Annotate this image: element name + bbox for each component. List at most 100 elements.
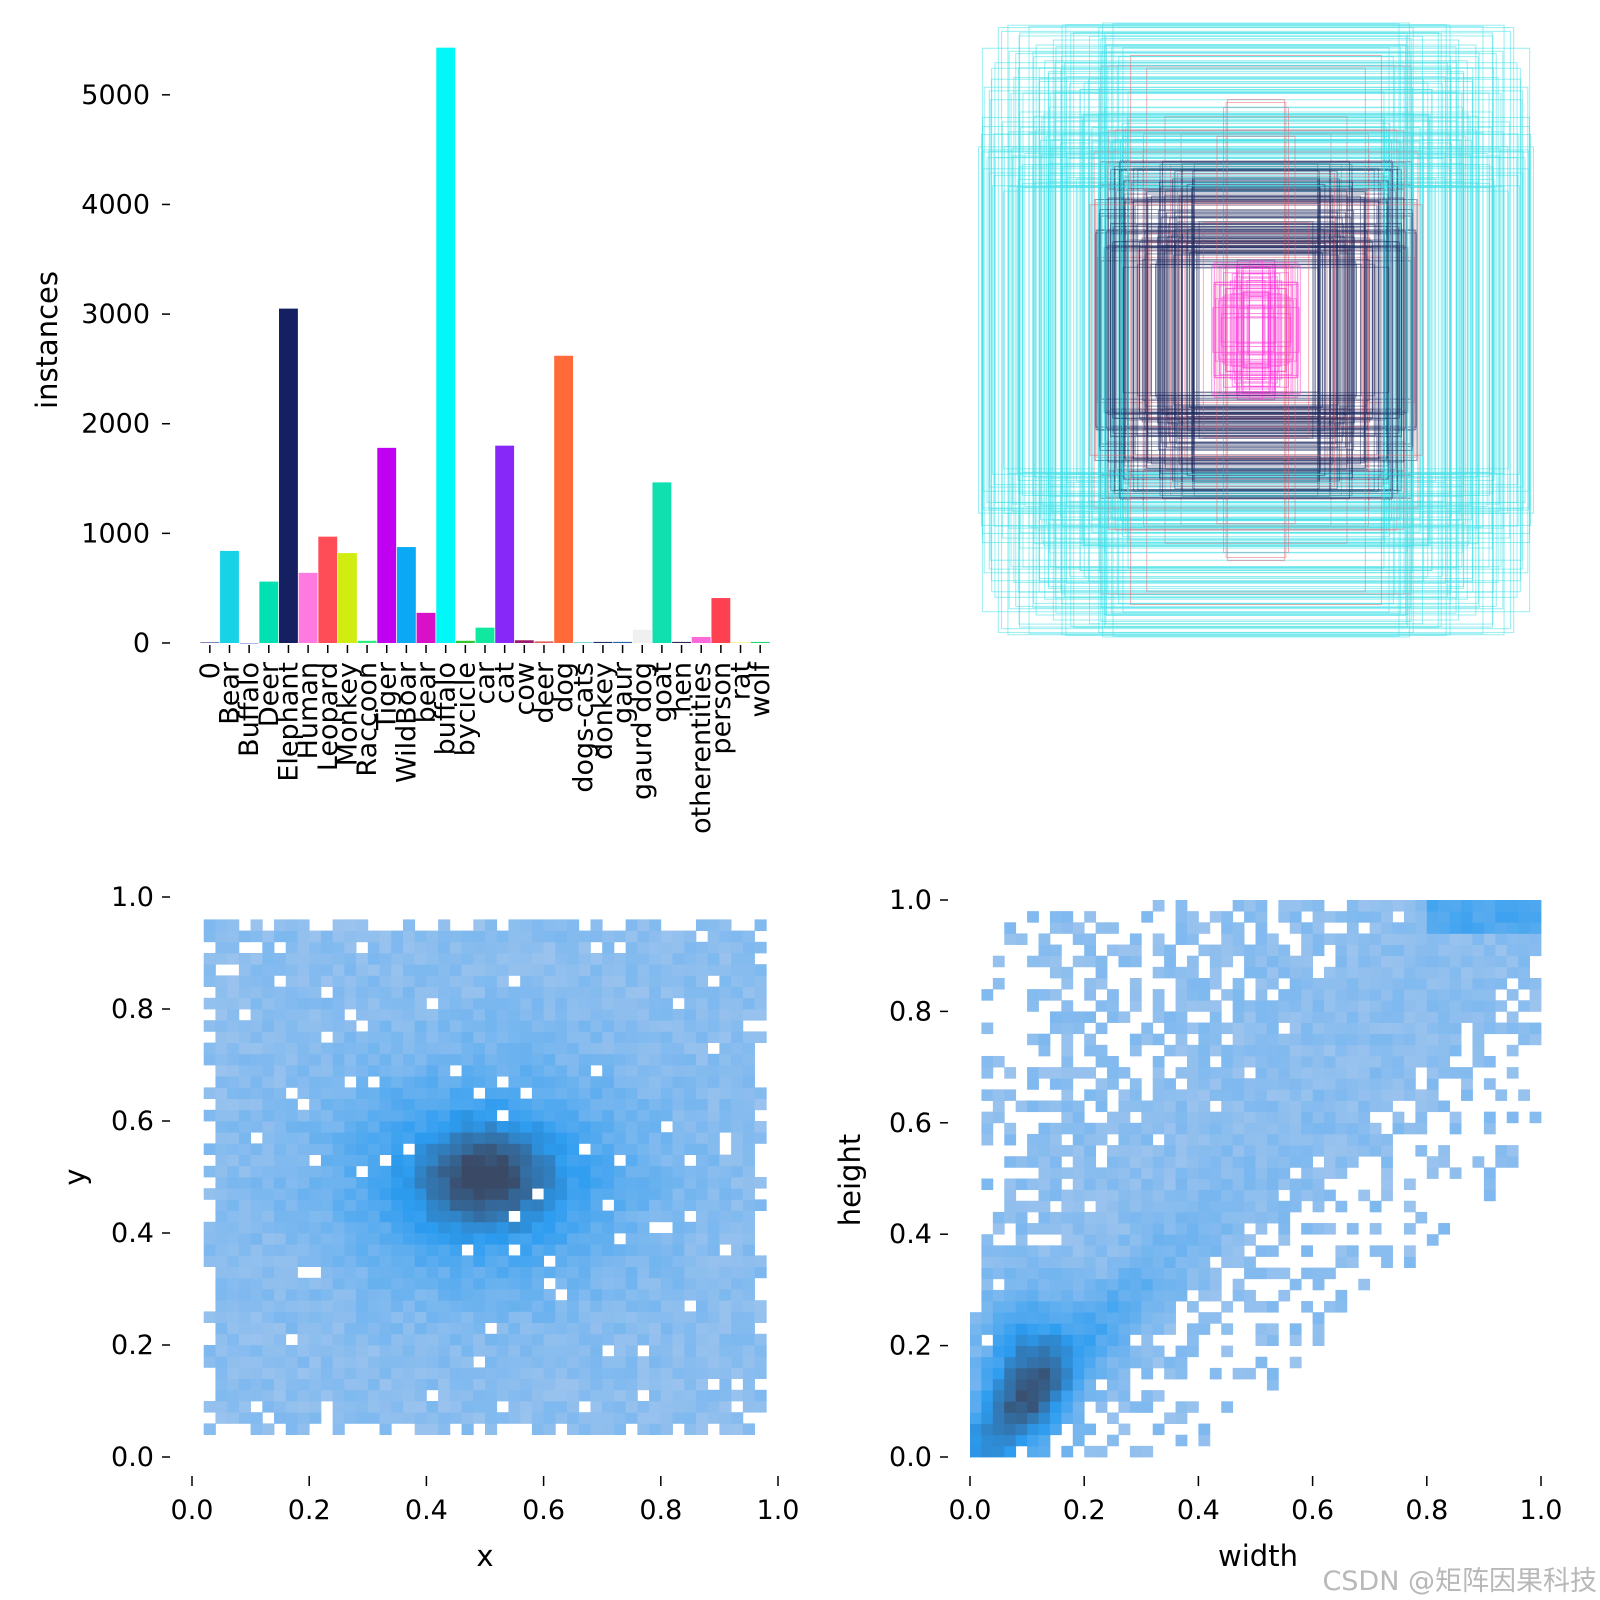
heatmap-cell: [438, 1378, 451, 1391]
heatmap-cell: [332, 1244, 345, 1256]
heatmap-cell: [1152, 1278, 1165, 1291]
heatmap-cell: [1369, 1223, 1382, 1235]
heatmap-cell: [625, 1210, 638, 1223]
heatmap-cell: [1403, 1000, 1416, 1012]
heatmap-cell: [649, 1109, 662, 1122]
heatmap-cell: [1152, 989, 1165, 1001]
heatmap-cell: [367, 1020, 380, 1032]
heatmap-cell: [1049, 1401, 1062, 1413]
heatmap-cell: [1209, 944, 1222, 957]
heatmap-cell: [1335, 1078, 1348, 1090]
bar-y-axis-label: instances: [30, 271, 64, 409]
heatmap-cell: [414, 1389, 427, 1402]
heatmap-cell: [1346, 989, 1359, 1001]
heatmap-cell: [1358, 966, 1371, 979]
heatmap-cell: [1392, 1033, 1405, 1046]
heatmap-cell: [1244, 1111, 1256, 1124]
bounding-box: [1094, 199, 1418, 461]
heatmap-cell: [1061, 1301, 1074, 1313]
heatmap-cell: [250, 1065, 263, 1077]
heatmap-cell: [1381, 1156, 1393, 1168]
heatmap-cell: [461, 1401, 474, 1413]
heatmap-cell: [731, 1423, 744, 1435]
heatmap-cell: [695, 1333, 709, 1346]
heatmap-cell: [625, 1221, 638, 1234]
bounding-box: [1221, 313, 1291, 347]
heatmap-cell: [1415, 1044, 1428, 1057]
heatmap-cell: [262, 1266, 275, 1279]
heatmap-cell: [555, 1255, 568, 1267]
heatmap-cell: [531, 1255, 544, 1267]
heatmap-cell: [227, 919, 240, 931]
heatmap-cell: [1324, 977, 1336, 990]
heatmap-cell: [461, 1154, 474, 1167]
heatmap-cell: [1107, 1156, 1119, 1168]
heatmap-cell: [367, 930, 380, 943]
y-tick-label: 1.0: [111, 882, 154, 913]
heatmap-cell: [367, 1065, 380, 1077]
bar: [455, 640, 475, 643]
heatmap-cell: [1381, 1044, 1393, 1057]
heatmap-cell: [613, 1289, 627, 1301]
heatmap-cell: [473, 997, 486, 1010]
heatmap-cell: [1312, 1323, 1325, 1335]
heatmap-cell: [356, 1389, 369, 1402]
heatmap-cell: [461, 1367, 474, 1379]
heatmap-cell: [1244, 1256, 1256, 1269]
bounding-box: [1011, 147, 1501, 513]
heatmap-cell: [285, 1311, 298, 1323]
heatmap-cell: [1381, 966, 1393, 979]
heatmap-cell: [227, 975, 240, 987]
heatmap-cell: [309, 1311, 322, 1323]
heatmap-cell: [1198, 1100, 1211, 1113]
heatmap-cell: [438, 1065, 451, 1077]
bounding-box: [1155, 261, 1357, 399]
heatmap-cell: [555, 1143, 568, 1155]
heatmap-cell: [567, 1121, 580, 1133]
heatmap-cell: [379, 1289, 392, 1301]
heatmap-cell: [1483, 900, 1496, 912]
heatmap-cell: [731, 1087, 744, 1099]
heatmap-cell: [672, 1255, 685, 1267]
heatmap-cell: [684, 1177, 697, 1189]
heatmap-cell: [1015, 1390, 1028, 1402]
heatmap-cell: [613, 1255, 627, 1267]
heatmap-cell: [1072, 1367, 1085, 1380]
heatmap-cell: [414, 997, 427, 1010]
heatmap-cell: [684, 1020, 697, 1032]
heatmap-cell: [695, 1009, 709, 1021]
heatmap-cell: [1027, 989, 1039, 1001]
heatmap-cell: [402, 1266, 416, 1279]
heatmap-cell: [1198, 977, 1211, 990]
heatmap-cell: [391, 1009, 404, 1021]
heatmap-cell: [344, 953, 357, 965]
heatmap-cell: [1312, 1200, 1325, 1213]
heatmap-cell: [1118, 1356, 1131, 1369]
heatmap-cell: [1255, 1022, 1268, 1035]
heatmap-cell: [1152, 1200, 1165, 1213]
heatmap-cell: [274, 930, 287, 943]
heatmap-cell: [1027, 1100, 1039, 1113]
bounding-box: [1193, 250, 1319, 410]
heatmap-cell: [391, 1322, 404, 1335]
heatmap-cell: [1129, 1301, 1142, 1313]
heatmap-cell: [215, 1401, 228, 1413]
heatmap-cell: [590, 1277, 603, 1290]
heatmap-cell: [332, 1300, 345, 1312]
heatmap-cell: [1061, 1367, 1074, 1380]
heatmap-cell: [1198, 1278, 1211, 1291]
heatmap-cell: [719, 1087, 732, 1099]
heatmap-cell: [402, 1311, 416, 1323]
heatmap-cell: [1118, 1401, 1131, 1413]
heatmap-cell: [332, 1356, 345, 1368]
heatmap-cell: [356, 1188, 369, 1200]
heatmap-cell: [602, 1053, 615, 1066]
heatmap-cell: [555, 1031, 568, 1043]
heatmap-cell: [402, 1412, 416, 1424]
heatmap-cell: [992, 1089, 1005, 1101]
heatmap-cell: [590, 1210, 603, 1223]
heatmap-cell: [1289, 1356, 1302, 1369]
heatmap-cell: [1129, 1200, 1142, 1213]
heatmap-cell: [719, 1233, 732, 1245]
heatmap-cell: [402, 1333, 416, 1346]
